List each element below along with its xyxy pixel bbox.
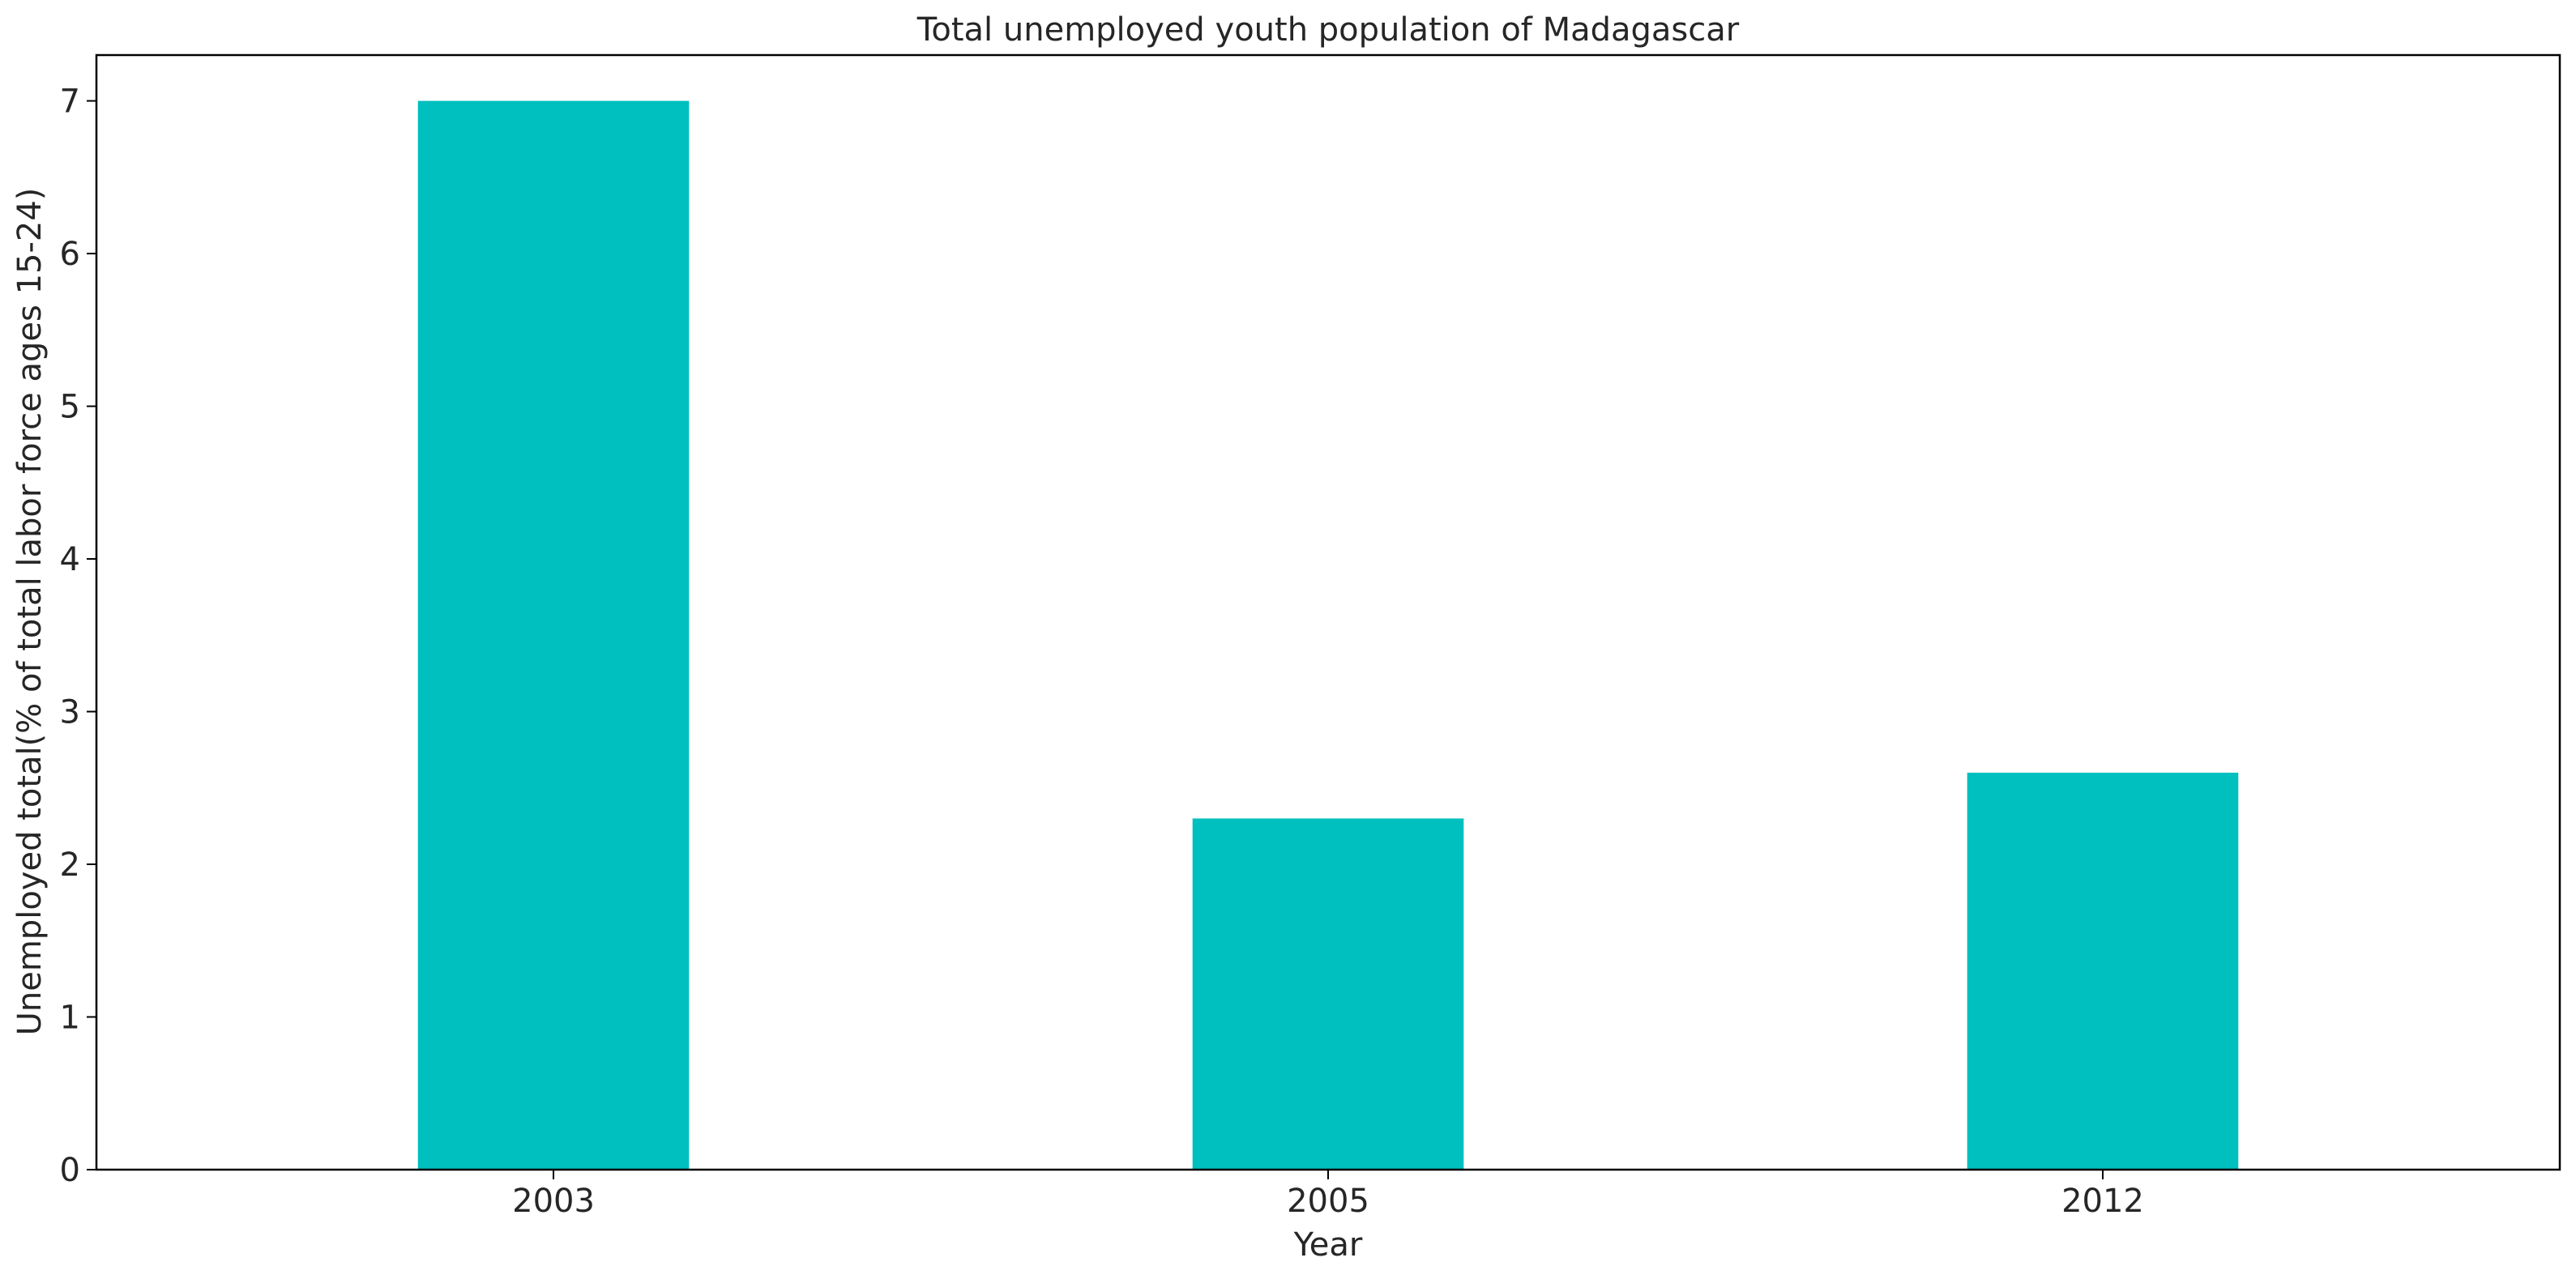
x-tick-label: 2012	[2061, 1183, 2144, 1220]
chart-title: Total unemployed youth population of Mad…	[916, 11, 1740, 49]
y-tick-label: 6	[60, 236, 80, 273]
y-tick-label: 1	[60, 1000, 80, 1037]
x-tick-label: 2003	[512, 1183, 595, 1220]
x-axis-ticks: 2003 2005 2012	[512, 1170, 2144, 1220]
y-axis-label: Unemployed total(% of total labor force …	[11, 188, 49, 1036]
bars-group	[417, 100, 2239, 1170]
x-tick-label: 2005	[1287, 1183, 1369, 1220]
bar-2012	[1967, 772, 2239, 1170]
plot-frame	[95, 53, 2561, 1171]
x-axis-label: Year	[1293, 1226, 1363, 1264]
y-axis-ticks: 0 1 2 3 4 5 6 7	[60, 83, 96, 1189]
y-tick-label: 5	[60, 389, 80, 426]
y-tick-label: 4	[60, 541, 80, 578]
y-tick-label: 7	[60, 83, 80, 121]
y-tick-label: 3	[60, 694, 80, 731]
y-tick-label: 0	[60, 1152, 80, 1189]
y-tick-label: 2	[60, 846, 80, 884]
bar-2005	[1192, 818, 1464, 1170]
bar-2003	[417, 100, 690, 1170]
